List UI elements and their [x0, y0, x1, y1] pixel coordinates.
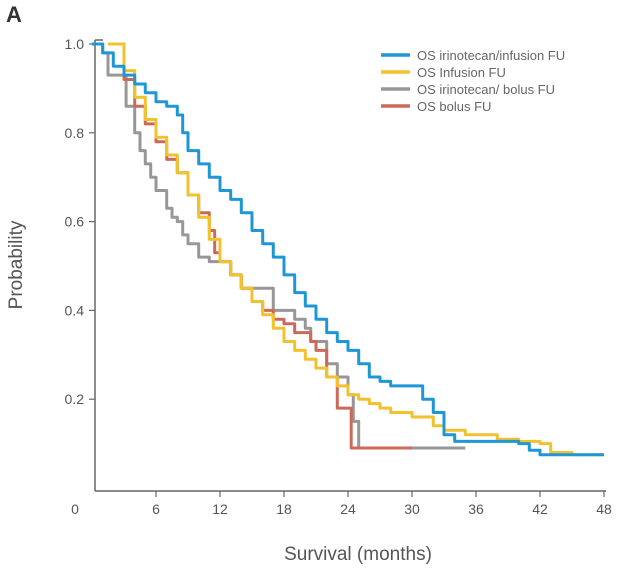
x-tick-label: 42 — [532, 501, 548, 517]
y-tick-label: 0.4 — [65, 302, 85, 318]
legend-label-2: OS irinotecan/ bolus FU — [417, 82, 555, 97]
y-tick-label: 0.8 — [65, 125, 85, 141]
x-tick-label: 30 — [404, 501, 420, 517]
series-line-0 — [92, 42, 604, 457]
x-tick-label: 18 — [276, 501, 292, 517]
legend-label-3: OS bolus FU — [417, 99, 491, 114]
x-tick-label: 48 — [596, 501, 612, 517]
series-line-1 — [108, 42, 604, 457]
x-tick-label: 6 — [152, 501, 160, 517]
y-tick-label: 0.6 — [65, 214, 85, 230]
x-tick-label: 0 — [71, 501, 79, 517]
x-tick-label: 12 — [212, 501, 228, 517]
legend-label-0: OS irinotecan/infusion FU — [417, 48, 565, 63]
panel-label: A — [6, 2, 22, 27]
y-tick-label: 0.2 — [65, 391, 85, 407]
series-line-3 — [108, 42, 412, 450]
x-tick-label: 24 — [340, 501, 356, 517]
y-axis-title: Probability — [6, 220, 27, 309]
x-tick-label: 36 — [468, 501, 484, 517]
y-tick-label: 1.0 — [65, 36, 85, 52]
x-axis-title: Survival (months) — [284, 544, 432, 565]
legend-label-1: OS Infusion FU — [417, 65, 506, 80]
